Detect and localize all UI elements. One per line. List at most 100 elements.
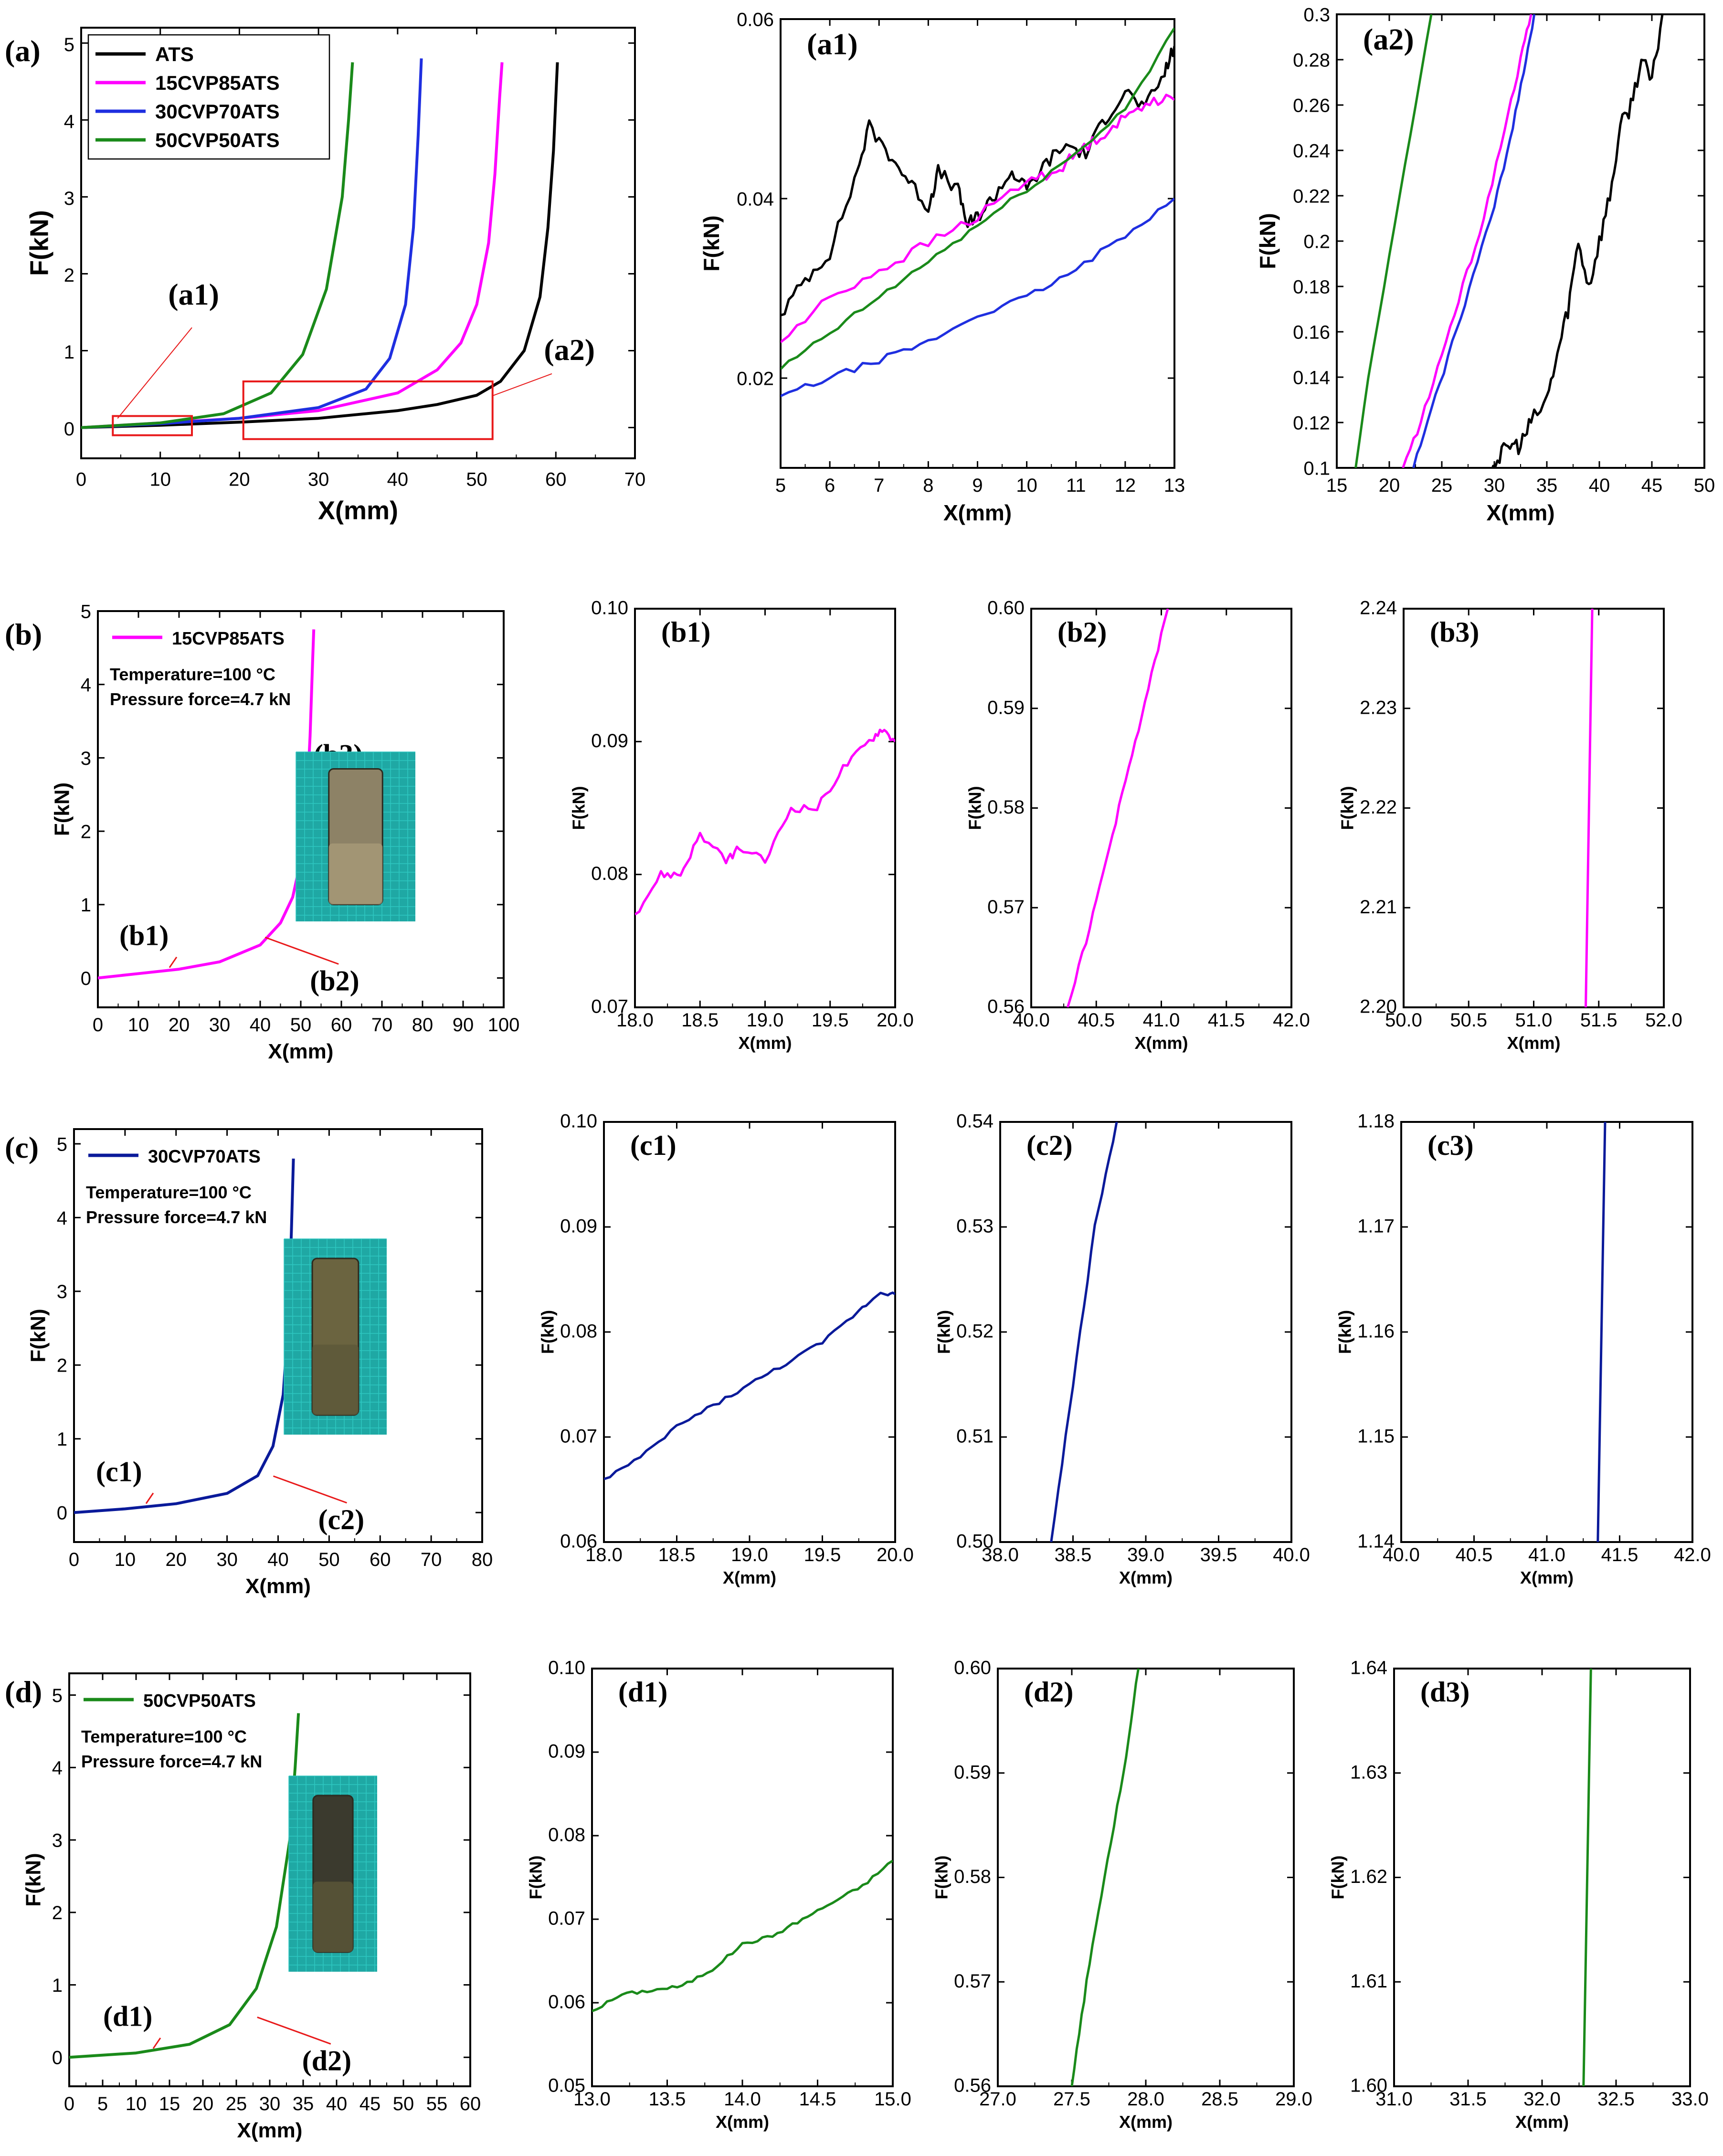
x-tick-label: 12	[1115, 475, 1136, 496]
x-tick-label: 19.5	[804, 1544, 841, 1565]
y-tick-label: 0.08	[560, 1321, 597, 1342]
series-line-15CVP85ATS	[781, 94, 1174, 343]
x-tick-label: 40.0	[1273, 1544, 1310, 1565]
y-axis-label: F(kN)	[25, 210, 54, 276]
x-tick-label: 39.0	[1127, 1544, 1164, 1565]
x-tick-label: 70	[371, 1015, 393, 1036]
series-line-15CVP85ATS	[1402, 14, 1533, 468]
x-axis-label: X(mm)	[1119, 2112, 1173, 2132]
x-tick-label: 25	[1431, 475, 1453, 496]
x-tick-label: 32.5	[1597, 2089, 1635, 2110]
x-axis-label: X(mm)	[1520, 1568, 1574, 1587]
y-axis-label: F(kN)	[965, 786, 985, 830]
y-tick-label: 0.16	[1293, 322, 1330, 343]
y-tick-label: 0.06	[548, 1992, 585, 2013]
series-line-30CVP70ATS	[781, 198, 1174, 397]
x-tick-label: 30	[216, 1549, 238, 1570]
x-tick-label: 41.0	[1528, 1544, 1565, 1565]
annotation-label: (b1)	[119, 920, 169, 951]
x-tick-label: 40.5	[1078, 1010, 1115, 1031]
y-tick-label: 2	[81, 822, 91, 843]
x-tick-label: 30	[308, 469, 329, 490]
x-tick-label: 18.0	[585, 1544, 623, 1565]
y-tick-label: 2	[64, 265, 74, 286]
y-tick-label: 1.61	[1350, 1971, 1387, 1992]
annotation-label: (c1)	[96, 1456, 142, 1487]
y-tick-label: 4	[57, 1208, 67, 1229]
annotation-label: (a1)	[168, 277, 219, 311]
y-tick-label: 1.18	[1357, 1111, 1395, 1132]
chart-a2: 15 20 25 30 35 40 45 50 0.1 0.12 0.14 0.16 0.18 0.2 0.…	[1255, 4, 1715, 525]
x-tick-label: 7	[874, 475, 884, 496]
x-tick-label: 40	[326, 2093, 348, 2114]
series-group	[81, 58, 559, 429]
x-tick-label: 35	[293, 2093, 314, 2114]
condition-text: Temperature=100 °C	[110, 665, 275, 684]
y-tick-label: 0.58	[987, 797, 1025, 818]
y-tick-label: 1.15	[1357, 1426, 1395, 1447]
y-tick-label: 0.10	[560, 1111, 597, 1132]
x-tick-label: 15	[1326, 475, 1348, 496]
series-line-30CVP70ATS	[1596, 1122, 1607, 1542]
y-tick-label: 0.05	[548, 2075, 585, 2096]
y-tick-label: 1.16	[1357, 1321, 1395, 1342]
x-tick-label: 52.0	[1645, 1010, 1682, 1031]
chart-b3: 50.0 50.5 51.0 51.5 52.0 2.20 2.21 2.22 2.23 2.24…	[1338, 598, 1682, 1053]
sample-lower-part	[328, 843, 383, 905]
x-tick-label: 10	[1016, 475, 1037, 496]
x-tick-label: 50	[290, 1015, 312, 1036]
x-tick-label: 20.0	[877, 1544, 914, 1565]
y-tick-label: 3	[81, 748, 91, 769]
x-axis-label: X(mm)	[1134, 1033, 1188, 1053]
y-tick-label: 0.56	[954, 2075, 991, 2096]
series-line-30CVP70ATS	[1050, 1122, 1118, 1542]
y-tick-label: 1	[81, 895, 91, 916]
series-line-30CVP70ATS	[604, 1291, 895, 1480]
y-tick-label: 2.20	[1360, 996, 1397, 1017]
y-tick-label: 0.02	[737, 368, 774, 389]
x-axis-label: X(mm)	[268, 1040, 334, 1063]
y-tick-label: 0.18	[1293, 276, 1330, 297]
y-tick-label: 1	[57, 1429, 67, 1450]
chart-b2: 40.0 40.5 41.0 41.5 42.0 0.56 0.57 0.58 0.59 0.60…	[965, 598, 1310, 1053]
x-tick-label: 41.5	[1208, 1010, 1245, 1031]
x-tick-label: 38.5	[1055, 1544, 1092, 1565]
legend-label: 15CVP85ATS	[155, 72, 280, 94]
y-tick-label: 0	[64, 419, 74, 440]
sample-photo	[296, 751, 415, 921]
y-tick-label: 0.08	[591, 863, 628, 884]
x-tick-label: 27.5	[1053, 2089, 1090, 2110]
chart-a1: 5 6 7 8 9 10 11 12 13 0.02 0.04 0.06 X(mm) F(kN) (a1)	[699, 9, 1185, 525]
x-axis-label: X(mm)	[1515, 2112, 1569, 2132]
y-tick-label: 0.22	[1293, 186, 1330, 207]
chart-c1: 18.0 18.5 19.0 19.5 20.0 0.06 0.07 0.08 0.09 0.10…	[538, 1111, 914, 1587]
chart-c2: 38.0 38.5 39.0 39.5 40.0 0.50 0.51 0.52 0.53 0.54…	[934, 1111, 1310, 1587]
x-tick-label: 0	[69, 1549, 79, 1570]
panel-label: (b3)	[1430, 616, 1479, 648]
series-group	[98, 629, 316, 980]
x-tick-label: 33.0	[1671, 2089, 1709, 2110]
panel-label: (c1)	[630, 1130, 677, 1161]
x-tick-label: 70	[624, 469, 646, 490]
x-tick-label: 39.5	[1200, 1544, 1237, 1565]
x-tick-label: 30	[209, 1015, 231, 1036]
series-line-ATS	[81, 62, 559, 429]
y-tick-label: 5	[81, 601, 91, 622]
series-line-50CVP50ATS	[592, 1860, 893, 2012]
y-tick-label: 0.50	[956, 1531, 994, 1552]
x-axis-label: X(mm)	[716, 2112, 769, 2132]
x-tick-label: 70	[421, 1549, 442, 1570]
panel-label: (c2)	[1026, 1130, 1073, 1161]
panel-label: (b)	[5, 617, 42, 651]
annotation-arrow	[264, 936, 339, 965]
series-line-15CVP85ATS	[1066, 609, 1169, 1007]
annotation-arrow	[145, 1492, 154, 1504]
y-tick-label: 1	[64, 342, 74, 363]
x-tick-label: 100	[488, 1015, 520, 1036]
annotation-arrow	[169, 956, 178, 968]
y-tick-label: 0.28	[1293, 50, 1330, 71]
series-group	[604, 1291, 895, 1480]
sample-lower-part	[313, 1881, 353, 1952]
